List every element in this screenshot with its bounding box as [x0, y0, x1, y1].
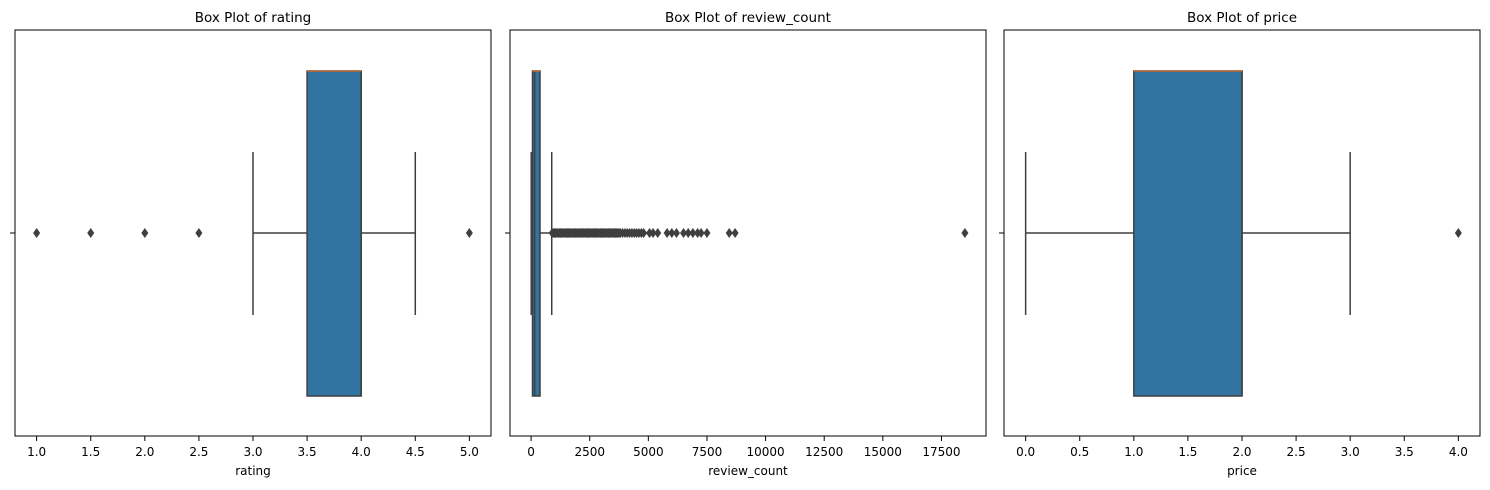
outlier-point: [672, 228, 680, 238]
chart-title: Box Plot of price: [1187, 10, 1297, 26]
outlier-point: [465, 228, 473, 238]
x-tick-label: 3.5: [298, 445, 317, 459]
x-tick-label: 1.5: [81, 445, 100, 459]
x-tick-label: 4.5: [406, 445, 425, 459]
outlier-point: [697, 228, 705, 238]
x-axis-label: review_count: [708, 464, 788, 478]
x-tick-label: 5000: [633, 445, 664, 459]
x-axis-label: rating: [235, 464, 271, 478]
outlier-point: [703, 228, 711, 238]
x-tick-label: 17500: [922, 445, 960, 459]
outlier-point: [33, 228, 41, 238]
outlier-point: [731, 228, 739, 238]
x-tick-label: 3.5: [1395, 445, 1414, 459]
outlier-point: [689, 228, 697, 238]
outlier-point: [663, 228, 671, 238]
x-tick-label: 5.0: [460, 445, 479, 459]
box-iqr: [306, 70, 362, 397]
outlier-point: [654, 228, 662, 238]
chart-panel-3: Box Plot of price 0.0 0.5 1.0 1.5 2.0 2.5 3.0 3.…: [999, 10, 1481, 478]
outlier-point: [684, 228, 692, 238]
box-iqr: [1133, 70, 1243, 397]
x-tick-label: 2.5: [189, 445, 208, 459]
x-tick-label: 2.5: [1287, 445, 1306, 459]
x-tick-label: 3.0: [1341, 445, 1360, 459]
x-tick-label: 10000: [746, 445, 784, 459]
x-tick-label: 7500: [692, 445, 723, 459]
outlier-point: [680, 228, 688, 238]
outlier-point: [640, 228, 648, 238]
outlier-point: [195, 228, 203, 238]
chart-title: Box Plot of review_count: [665, 10, 831, 26]
x-tick-label: 12500: [805, 445, 843, 459]
x-tick-label: 1.0: [1124, 445, 1143, 459]
chart-panel-2: Box Plot of review_count 0 2500 5000 7500 100…: [505, 10, 987, 478]
x-tick-label: 0.0: [1016, 445, 1035, 459]
x-tick-label: 2.0: [135, 445, 154, 459]
outlier-point: [649, 228, 657, 238]
outlier-point: [694, 228, 702, 238]
x-axis-label: price: [1227, 464, 1257, 478]
x-tick-label: 0.5: [1070, 445, 1089, 459]
x-tick-label: 0: [527, 445, 535, 459]
x-tick-label: 2500: [574, 445, 605, 459]
outlier-point: [87, 228, 95, 238]
x-tick-label: 2.0: [1232, 445, 1251, 459]
outlier-point: [725, 228, 733, 238]
x-tick-label: 1.0: [27, 445, 46, 459]
outlier-point: [646, 228, 654, 238]
x-tick-label: 4.0: [352, 445, 371, 459]
outlier-point: [141, 228, 149, 238]
box-iqr: [531, 70, 541, 397]
outlier-point: [961, 228, 969, 238]
x-tick-label: 4.0: [1449, 445, 1468, 459]
outlier-point: [1454, 228, 1462, 238]
chart-title: Box Plot of rating: [195, 10, 311, 26]
x-tick-label: 1.5: [1178, 445, 1197, 459]
x-tick-label: 3.0: [243, 445, 262, 459]
chart-panel-1: Box Plot of rating 1.0 1.5 2.0 2.5 3.0 3.5 4.0 4…: [10, 10, 492, 478]
x-tick-label: 15000: [864, 445, 902, 459]
outlier-point: [668, 228, 676, 238]
